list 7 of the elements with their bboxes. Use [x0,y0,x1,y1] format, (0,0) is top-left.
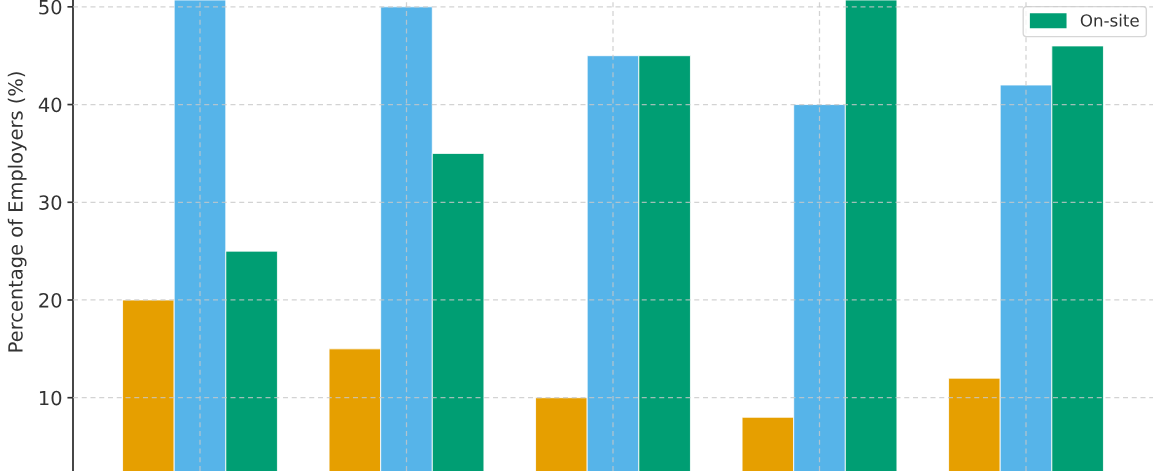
y-tick-label: 10 [39,390,62,406]
legend-label: On-site [1080,13,1139,27]
y-tick-label: 30 [39,195,62,210]
y-tick-label: 40 [38,97,62,113]
y-axis-title: Percentage of Employers (%) [7,72,27,352]
y-tick-label: 20 [39,292,62,308]
y-tick-label: 50 [39,0,62,15]
